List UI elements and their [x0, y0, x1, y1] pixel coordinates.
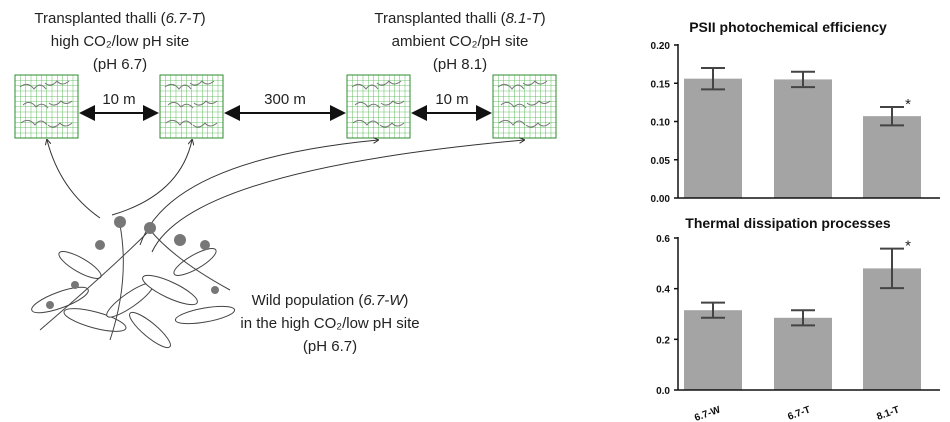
site-label: (pH 8.1): [433, 56, 487, 73]
site-label-part: high CO₂/low pH site: [51, 33, 189, 50]
distance-label: 10 m: [435, 91, 468, 108]
wild-label-part: Wild population (: [252, 292, 364, 309]
y-tick-label: 0.2: [656, 335, 670, 346]
wild-label-part: ): [403, 292, 408, 309]
annotation: *: [905, 238, 911, 255]
x-tick-label: 6.7-W: [693, 404, 722, 422]
wild-label-part: in the high CO₂/low pH site: [240, 315, 419, 332]
site-label: Transplanted thalli (8.1-T): [374, 10, 545, 27]
site-label-part: ): [201, 10, 206, 27]
site-label-part: (pH 6.7): [93, 56, 147, 73]
bar: [863, 116, 921, 198]
distance-label: 300 m: [264, 91, 306, 108]
y-tick-label: 0.00: [651, 194, 671, 205]
site-label: Transplanted thalli (6.7-T): [34, 10, 205, 27]
site-label-part: ): [541, 10, 546, 27]
wild-label: in the high CO₂/low pH site: [240, 315, 419, 332]
site-label-part: Transplanted thalli (: [374, 10, 505, 27]
transplant-curves: [47, 140, 524, 252]
annotation: *: [905, 96, 911, 113]
bar: [774, 318, 832, 390]
plot-grid: [160, 75, 223, 138]
x-tick-label: 6.7-T: [786, 404, 812, 422]
site-label: (pH 6.7): [93, 56, 147, 73]
distance-label: 10 m: [102, 91, 135, 108]
diagram: Transplanted thalli (6.7-T)high CO₂/low …: [15, 10, 556, 355]
plot-grid: [493, 75, 556, 138]
y-tick-label: 0.0: [656, 386, 670, 397]
wild-label-part: (pH 6.7): [303, 338, 357, 355]
x-tick-label: 8.1-T: [875, 404, 901, 422]
chart-title: PSII photochemical efficiency: [689, 19, 887, 35]
bar: [684, 79, 742, 198]
site-label: ambient CO₂/pH site: [392, 33, 529, 50]
seaweed-illustration: [29, 216, 236, 352]
y-tick-label: 0.6: [656, 234, 670, 245]
site-label-part: ambient CO₂/pH site: [392, 33, 529, 50]
figure: Transplanted thalli (6.7-T)high CO₂/low …: [0, 0, 950, 422]
site-label: high CO₂/low pH site: [51, 33, 189, 50]
bar: [684, 310, 742, 390]
plot-grid: [347, 75, 410, 138]
plot-grid: [15, 75, 78, 138]
y-tick-label: 0.4: [656, 285, 670, 296]
wild-label: Wild population (6.7-W): [252, 292, 409, 309]
chart-title: Thermal dissipation processes: [685, 215, 891, 231]
y-tick-label: 0.20: [651, 41, 671, 52]
site-label-part: Transplanted thalli (: [34, 10, 165, 27]
site-label-part: (pH 8.1): [433, 56, 487, 73]
y-tick-label: 0.15: [651, 79, 671, 90]
wild-label-part: 6.7-W: [363, 292, 405, 309]
charts: PSII photochemical efficiency 0.00 0.05 0.1…: [651, 19, 940, 422]
bar: [774, 79, 832, 198]
site-label-part: 6.7-T: [166, 10, 203, 27]
y-tick-label: 0.05: [651, 156, 671, 167]
y-tick-label: 0.10: [651, 118, 671, 129]
site-label-part: 8.1-T: [506, 10, 543, 27]
wild-label: (pH 6.7): [303, 338, 357, 355]
